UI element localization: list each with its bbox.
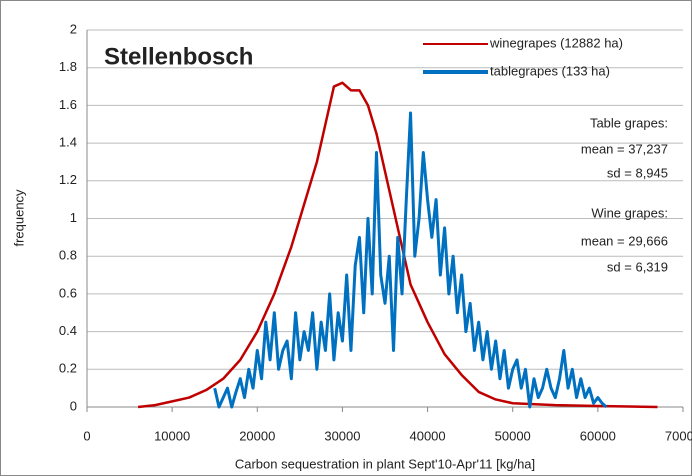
y-tick-label: 0.2 (59, 361, 77, 376)
y-tick-label: 2 (70, 21, 77, 36)
y-tick-label: 1.2 (59, 172, 77, 187)
y-tick-label: 0 (70, 398, 77, 413)
annotation: Wine grapes: (591, 205, 668, 220)
x-tick-label: 40000 (409, 428, 445, 443)
x-tick-label: 50000 (495, 428, 531, 443)
annotation: mean = 37,237 (581, 141, 668, 156)
x-axis-label: Carbon sequestration in plant Sept'10-Ap… (235, 456, 535, 471)
y-axis-label: frequency (11, 189, 26, 247)
series-line (137, 81, 658, 409)
x-tick-label: 30000 (324, 428, 360, 443)
legend-label: winegrapes (12882 ha) (489, 35, 623, 50)
y-tick-label: 0.8 (59, 248, 77, 263)
y-tick-label: 1.8 (59, 59, 77, 74)
annotation: sd = 6,319 (607, 259, 668, 274)
y-tick-label: 0.6 (59, 285, 77, 300)
x-tick-label: 10000 (154, 428, 190, 443)
annotation: Table grapes: (590, 115, 668, 130)
annotation: mean = 29,666 (581, 233, 668, 248)
y-tick-label: 1.6 (59, 97, 77, 112)
x-tick-label: 20000 (239, 428, 275, 443)
y-tick-label: 1 (70, 210, 77, 225)
annotation: sd = 8,945 (607, 165, 668, 180)
y-tick-label: 0.4 (59, 323, 77, 338)
x-tick-label: 60000 (580, 428, 616, 443)
chart-title: Stellenbosch (104, 43, 253, 70)
x-tick-label: 70000 (665, 428, 692, 443)
series-line (213, 111, 608, 409)
y-tick-label: 1.4 (59, 135, 77, 150)
legend-label: tablegrapes (133 ha) (490, 63, 610, 78)
x-tick-label: 0 (83, 428, 90, 443)
